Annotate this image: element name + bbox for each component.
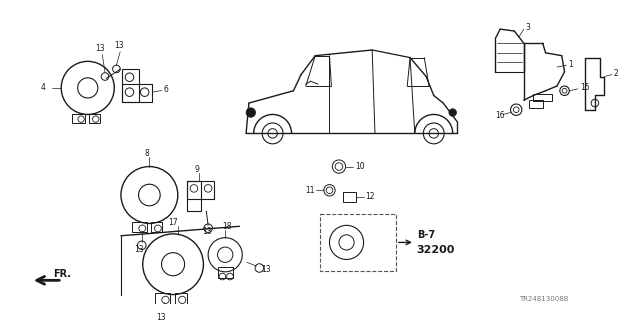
Text: 8: 8	[145, 149, 149, 158]
Text: FR.: FR.	[52, 269, 70, 279]
Text: 13: 13	[95, 44, 104, 52]
Bar	[218, 267, 233, 278]
Bar	[343, 192, 356, 202]
Text: 6: 6	[164, 85, 168, 94]
Bar	[151, 222, 162, 232]
Bar	[72, 114, 85, 123]
Text: 32200: 32200	[417, 245, 455, 255]
Text: 13: 13	[202, 228, 212, 236]
Text: 15: 15	[580, 84, 589, 92]
Text: 17: 17	[168, 218, 178, 227]
Circle shape	[246, 108, 255, 117]
Text: 1: 1	[568, 60, 573, 69]
Bar	[175, 293, 187, 304]
Text: 16: 16	[495, 111, 505, 120]
Text: 12: 12	[365, 192, 375, 201]
Text: TR24813008B: TR24813008B	[519, 296, 568, 302]
Bar	[533, 93, 552, 101]
Bar	[320, 214, 396, 271]
Text: 4: 4	[40, 84, 45, 92]
Bar	[122, 69, 139, 102]
Bar	[122, 84, 152, 102]
Text: 10: 10	[355, 162, 365, 171]
Text: B-7: B-7	[417, 230, 435, 240]
Bar	[155, 293, 170, 304]
Text: 13: 13	[156, 313, 166, 320]
Text: 13: 13	[115, 41, 124, 50]
Bar	[89, 114, 100, 123]
Text: 18: 18	[222, 222, 232, 231]
Circle shape	[449, 109, 456, 116]
Text: 2: 2	[614, 69, 619, 78]
Bar	[188, 181, 200, 211]
Bar	[529, 100, 543, 108]
Text: 13: 13	[134, 245, 144, 254]
Text: 3: 3	[525, 23, 531, 32]
Text: 11: 11	[305, 186, 314, 195]
Text: 13: 13	[261, 265, 271, 275]
Text: 9: 9	[195, 165, 200, 174]
Bar	[132, 222, 147, 232]
Bar	[188, 181, 214, 199]
